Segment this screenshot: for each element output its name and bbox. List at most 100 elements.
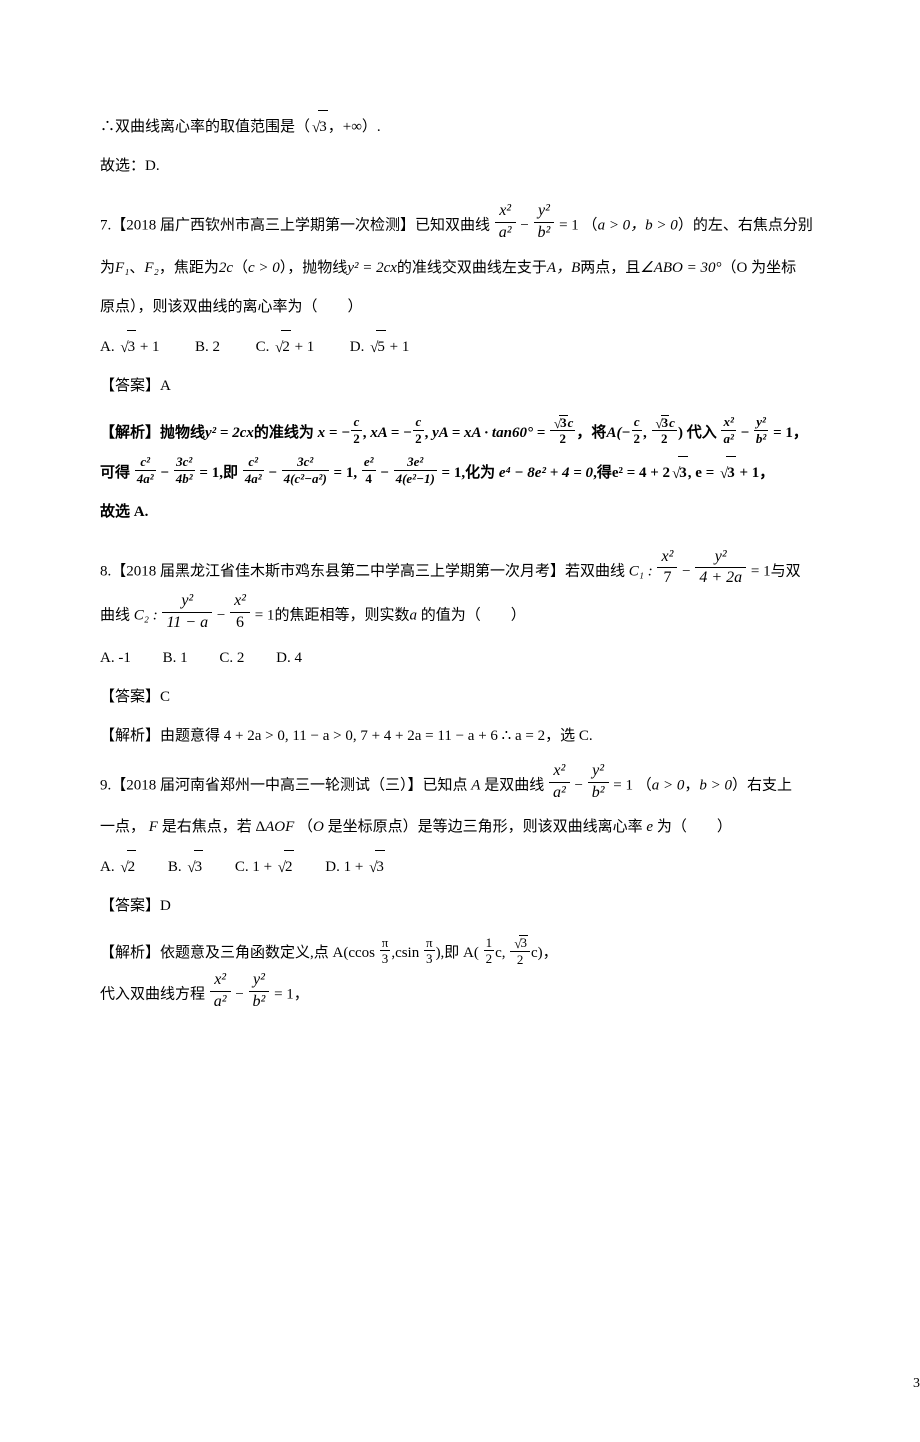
text: 为（ ） <box>653 819 732 835</box>
A-point: A(− <box>606 425 630 441</box>
f2: 3c²4b² <box>174 455 195 485</box>
optA: A. -1 <box>100 650 131 666</box>
frac-y2-b2b: y²b² <box>754 415 768 445</box>
cond: a > 0，b > 0 <box>598 218 678 234</box>
frac-sqrt3-2: 32 <box>510 935 530 966</box>
f3: c²4a² <box>243 455 264 485</box>
O: O <box>313 819 324 835</box>
frac-y2-b2: y²b² <box>534 203 555 242</box>
text: 与双 <box>771 563 801 579</box>
f1: c²4a² <box>135 455 156 485</box>
eq: = 1， <box>769 425 808 441</box>
q7-stem-line2: 为F₁、F₂，焦距为2c（c > 0），抛物线y² = 2cx的准线交双曲线左支… <box>100 252 920 285</box>
text: （ <box>637 778 652 794</box>
optD: D. 4 <box>276 650 302 666</box>
AOF: AOF <box>265 819 294 835</box>
frac-sqrt3c-2b: 3c2 <box>652 415 677 446</box>
text: 的焦距相等，则实数 <box>274 608 409 624</box>
text: ，+∞）. <box>328 119 381 135</box>
frac-x2-a2: x²a² <box>549 763 570 802</box>
text: 8.【2018 届黑龙江省佳木斯市鸡东县第二中学高三上学期第一次月考】若双曲线 <box>100 563 625 579</box>
text: 为 <box>100 260 115 276</box>
frac-pi-3b: π3 <box>424 936 435 966</box>
optC: C. 2 + 1 <box>256 339 315 355</box>
page-number: 3 <box>913 1376 920 1392</box>
q7-stem-line1: 7.【2018 届广西钦州市高三上学期第一次检测】已知双曲线 x²a² − y²… <box>100 207 920 246</box>
text: 代入双曲线方程 <box>100 987 205 1003</box>
q8-solution: 【解析】由题意得 4 + 2a > 0, 11 − a > 0, 7 + 4 +… <box>100 720 920 753</box>
text: 是坐标原点）是等边三角形，则该双曲线离心率 <box>324 819 647 835</box>
frac-1-2: 12 <box>484 936 495 966</box>
optA: A. 2 <box>100 859 136 875</box>
text: ，将 <box>576 425 606 441</box>
text: 7.【2018 届广西钦州市高三上学期第一次检测】已知双曲线 <box>100 218 490 234</box>
q9-solution-line1: 【解析】依题意及三角函数定义,点 A(ccos π3,csin π3),即 A(… <box>100 937 920 970</box>
frac-x2-a2c: x²a² <box>210 972 231 1011</box>
agt0: a > 0 <box>652 778 685 794</box>
text: 【解析】依题意及三角函数定义,点 A(ccos <box>100 945 375 961</box>
optD: D. 5 + 1 <box>350 339 410 355</box>
q9-solution-line2: 代入双曲线方程 x²a² − y²b² = 1， <box>100 976 920 1015</box>
q7-solution-line1: 【解析】抛物线y² = 2cx的准线为 x = −c2, xA = −c2, y… <box>100 417 920 450</box>
q7-options: A. 3 + 1 B. 2 C. 2 + 1 D. 5 + 1 <box>100 330 920 364</box>
frac-y2-b2: y²b² <box>588 763 609 802</box>
F1: F₁ <box>115 260 129 276</box>
text: 一点， <box>100 819 149 835</box>
F2: F₂ <box>144 260 158 276</box>
text: 是双曲线 <box>484 778 544 794</box>
text: c)， <box>531 945 558 961</box>
angle: ∠ABO = 30° <box>640 260 721 276</box>
optB: B. 1 <box>163 650 188 666</box>
q9-stem-line1: 9.【2018 届河南省郑州一中高三一轮测试（三）】已知点 A 是双曲线 x²a… <box>100 767 920 806</box>
q8-options: A. -1 B. 1 C. 2 D. 4 <box>100 642 920 675</box>
frac-pi-3a: π3 <box>380 936 391 966</box>
eq1: = 1 <box>559 218 579 234</box>
text: 的值为（ ） <box>417 608 526 624</box>
q7-stem-line3: 原点），则该双曲线的离心率为（ ） <box>100 291 920 324</box>
optB: B. 3 <box>168 859 203 875</box>
C2: C₂ : <box>134 608 162 624</box>
frac-y2-11ma: y²11 − a <box>162 593 212 632</box>
q8-stem-line2: 曲线 C₂ : y²11 − a − x²6 = 1的焦距相等，则实数a 的值为… <box>100 597 920 636</box>
frac-x2-6: x²6 <box>230 593 250 632</box>
q7-answer: 【答案】A <box>100 370 920 403</box>
text: ∴双曲线离心率的取值范围是（ <box>100 119 310 135</box>
frac-y2-4p2a: y²4 + 2a <box>695 549 746 588</box>
frac-c-2c: c2 <box>632 415 643 445</box>
q9-options: A. 2 B. 3 C. 1 + 2 D. 1 + 3 <box>100 850 920 884</box>
text: 的准线交双曲线左支于 <box>397 260 547 276</box>
eq: = 1 <box>251 608 274 624</box>
text: ），抛物线 <box>280 260 348 276</box>
minus: − <box>520 218 528 234</box>
text: 的准线为 <box>254 425 314 441</box>
text: 曲线 <box>100 608 130 624</box>
text: （ <box>233 260 248 276</box>
text: ）右支上 <box>732 778 792 794</box>
frac-x2-a2b: x²a² <box>721 415 735 445</box>
text: ， <box>684 778 699 794</box>
text: ，焦距为 <box>159 260 219 276</box>
q8-stem-line1: 8.【2018 届黑龙江省佳木斯市鸡东县第二中学高三上学期第一次月考】若双曲线 … <box>100 553 920 592</box>
twoc: 2c <box>219 260 233 276</box>
C1: C₁ : <box>629 563 657 579</box>
prev-conclusion-line: ∴双曲线离心率的取值范围是（3，+∞）. <box>100 110 920 144</box>
q7-solution-line2: 可得 c²4a² − 3c²4b² = 1,即 c²4a² − 3c²4(c²−… <box>100 456 920 490</box>
optB: B. 2 <box>195 339 220 355</box>
text: ) 代入 <box>678 425 717 441</box>
frac-sqrt3c-2: 3c2 <box>550 415 575 446</box>
xA: xA = − <box>370 425 412 441</box>
text: 【解析】抛物线 <box>100 425 205 441</box>
frac-y2-b2c: y²b² <box>249 972 270 1011</box>
eq: = 1 <box>613 778 633 794</box>
f5: e²4 <box>362 455 376 485</box>
yA: yA = xA · tan60° = <box>432 425 545 441</box>
optC: C. 2 <box>219 650 244 666</box>
q9-answer: 【答案】D <box>100 890 920 923</box>
text: ）的左、右焦点分别 <box>678 218 813 234</box>
eq: = 1， <box>270 987 308 1003</box>
q7-solution-line3: 故选 A. <box>100 496 920 529</box>
frac-x2-7: x²7 <box>657 549 677 588</box>
frac-x2-a2: x²a² <box>495 203 516 242</box>
optC: C. 1 + 2 <box>235 859 294 875</box>
q9-stem-line2: 一点， F 是右焦点，若 ΔAOF （O 是坐标原点）是等边三角形，则该双曲线离… <box>100 811 920 844</box>
